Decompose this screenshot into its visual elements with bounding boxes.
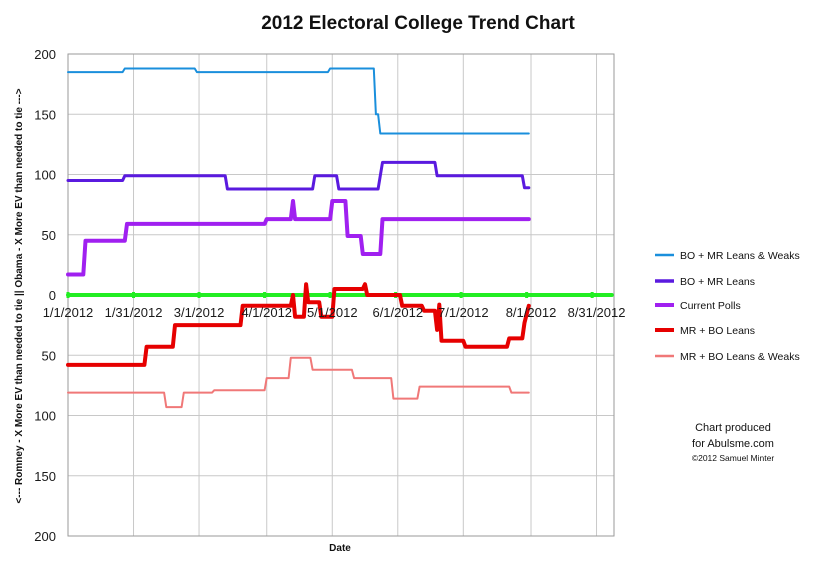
y-tick-label: 200 bbox=[34, 47, 56, 62]
x-axis-title: Date bbox=[329, 543, 351, 554]
credit-line-3: ©2012 Samuel Minter bbox=[692, 453, 775, 463]
credit-line-2: for Abulsme.com bbox=[692, 438, 774, 450]
x-tick-label: 8/31/2012 bbox=[568, 305, 626, 320]
series-line-bo-mr-leans bbox=[66, 160, 531, 191]
y-tick-label: 50 bbox=[42, 348, 56, 363]
series-line-bo-mr-leans-weaks bbox=[67, 67, 530, 135]
y-tick-label: 200 bbox=[34, 529, 56, 544]
legend-label: Current Polls bbox=[680, 300, 741, 312]
series-line-mr-bo-leans bbox=[66, 282, 531, 367]
legend-label: MR + BO Leans & Weaks bbox=[680, 351, 800, 363]
series-lines bbox=[66, 67, 614, 409]
legend-label: BO + MR Leans bbox=[680, 276, 755, 288]
x-tick-label: 1/31/2012 bbox=[105, 305, 163, 320]
y-tick-label: 100 bbox=[34, 168, 56, 183]
x-tick-label: 4/1/2012 bbox=[241, 305, 292, 320]
series-line-current-polls bbox=[66, 199, 531, 277]
x-tick-label: 8/1/2012 bbox=[506, 305, 557, 320]
x-tick-label: 3/1/2012 bbox=[174, 305, 225, 320]
x-tick-label: 6/1/2012 bbox=[372, 305, 423, 320]
y-tick-label: 150 bbox=[34, 107, 56, 122]
x-tick-label: 7/1/2012 bbox=[438, 305, 489, 320]
y-axis-title: <--- Romney - X More EV than needed to t… bbox=[14, 88, 25, 503]
legend-label: MR + BO Leans bbox=[680, 325, 755, 337]
x-tick-label: 5/1/2012 bbox=[307, 305, 358, 320]
y-tick-label: 100 bbox=[34, 409, 56, 424]
y-tick-label: 50 bbox=[42, 228, 56, 243]
y-tick-label: 150 bbox=[34, 469, 56, 484]
series-line-mr-bo-leans-weaks bbox=[67, 356, 530, 409]
x-tick-label: 1/1/2012 bbox=[43, 305, 94, 320]
x-tick-labels: 1/1/2012 1/31/2012 3/1/2012 4/1/2012 5/1/201… bbox=[43, 305, 626, 320]
legend: BO + MR Leans & Weaks BO + MR Leans Curren… bbox=[655, 250, 800, 363]
y-tick-labels: 200 150 100 50 0 50 100 150 200 bbox=[34, 47, 56, 544]
legend-label: BO + MR Leans & Weaks bbox=[680, 250, 800, 262]
y-tick-label: 0 bbox=[49, 288, 56, 303]
chart-title: 2012 Electoral College Trend Chart bbox=[261, 13, 575, 34]
credit-line-1: Chart produced bbox=[695, 422, 771, 434]
